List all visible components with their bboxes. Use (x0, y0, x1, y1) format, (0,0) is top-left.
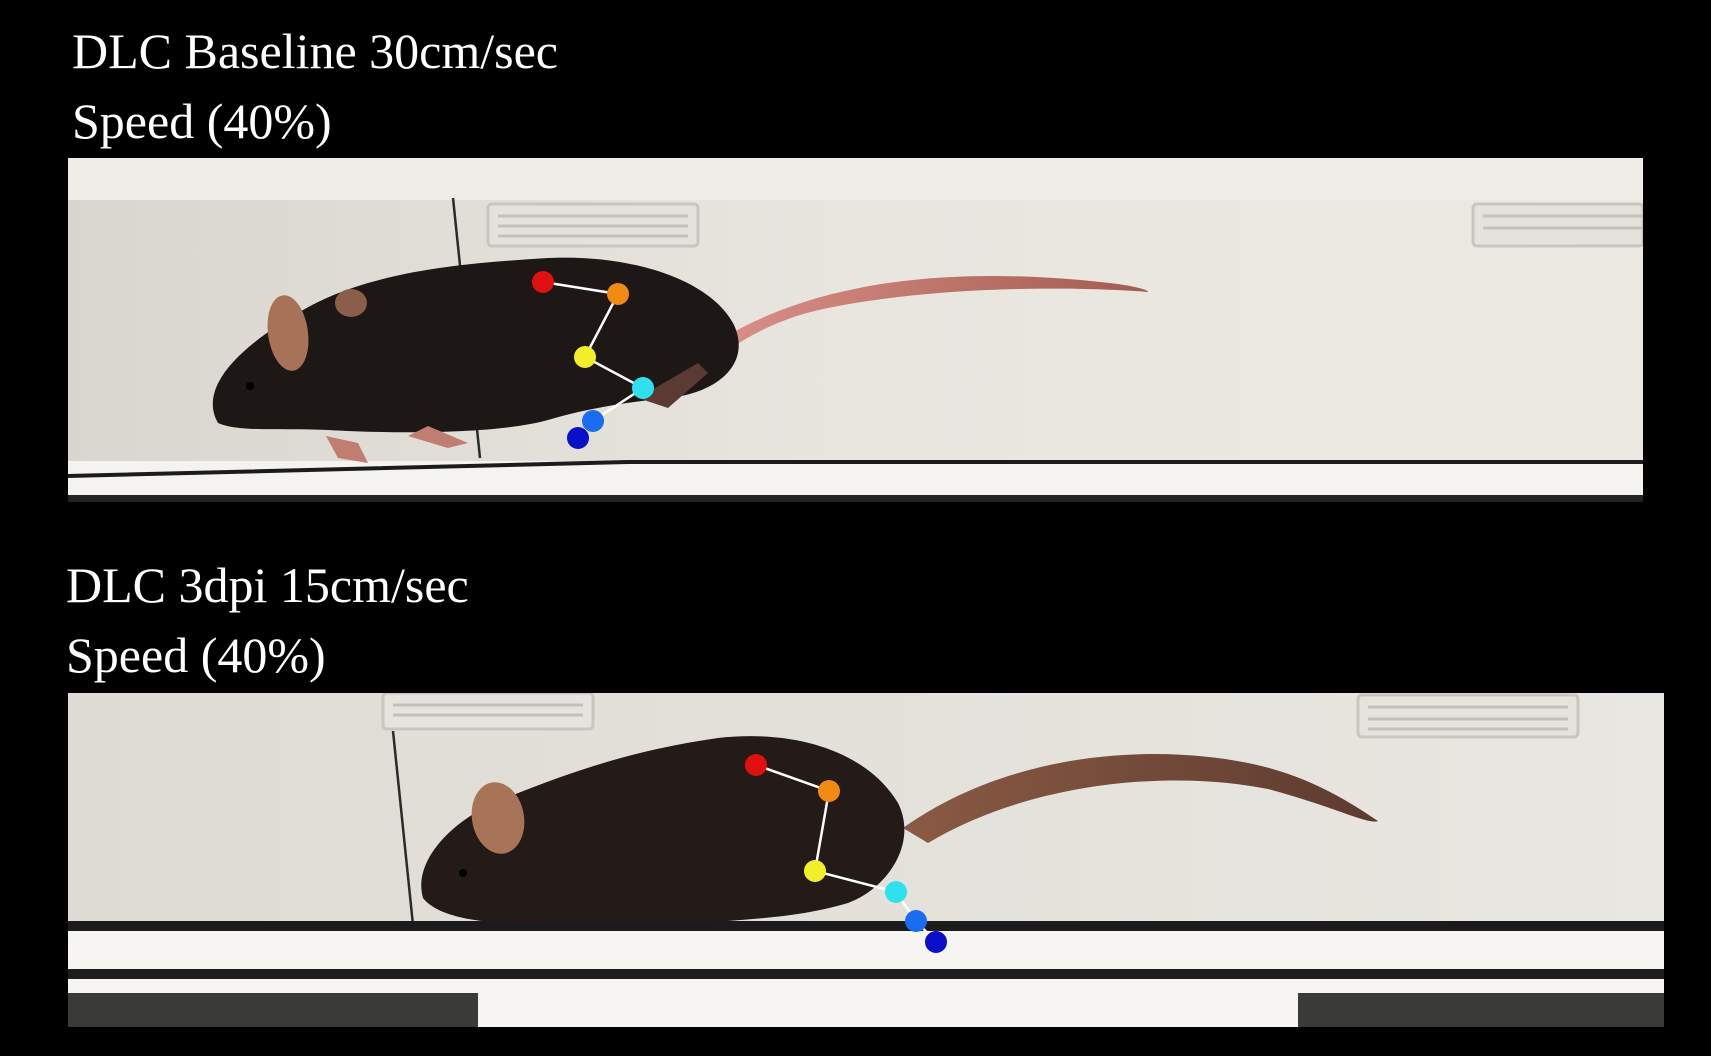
caption-title: DLC 3dpi 15cm/sec (66, 557, 469, 613)
video-frame-baseline (68, 158, 1643, 502)
mouse-tail (903, 754, 1378, 843)
pose-marker-cyan (885, 881, 907, 903)
caption-speed: Speed (40%) (66, 627, 326, 683)
pose-marker-blue (582, 410, 604, 432)
caption-title: DLC Baseline 30cm/sec (72, 23, 558, 79)
panel-caption-3dpi: DLC 3dpi 15cm/sec Speed (40%) (66, 550, 469, 690)
enclosure-seam (391, 730, 415, 926)
enclosure-vent (1356, 693, 1580, 739)
mouse-ear (471, 782, 525, 854)
panel-caption-baseline: DLC Baseline 30cm/sec Speed (40%) (72, 16, 558, 156)
pose-marker-red (745, 754, 767, 776)
pose-marker-dark-blue (567, 427, 589, 449)
pose-marker-cyan (632, 377, 654, 399)
pose-marker-orange (818, 780, 840, 802)
enclosure-vent (1471, 202, 1643, 248)
pose-marker-dark-blue (925, 931, 947, 953)
mouse-ear (267, 295, 309, 371)
mouse-photo-3dpi (68, 693, 1664, 1027)
pose-marker-yellow (804, 860, 826, 882)
mouse-body (421, 736, 905, 924)
video-frame-3dpi (68, 693, 1664, 1027)
caption-speed: Speed (40%) (72, 93, 332, 149)
mouse-photo-baseline (68, 158, 1643, 502)
pose-marker-orange (607, 283, 629, 305)
pose-marker-red (532, 271, 554, 293)
pose-marker-blue (905, 910, 927, 932)
enclosure-vent (381, 693, 595, 731)
pose-marker-yellow (574, 346, 596, 368)
mouse-tail (723, 275, 1148, 350)
enclosure-top-rail (68, 158, 1643, 200)
